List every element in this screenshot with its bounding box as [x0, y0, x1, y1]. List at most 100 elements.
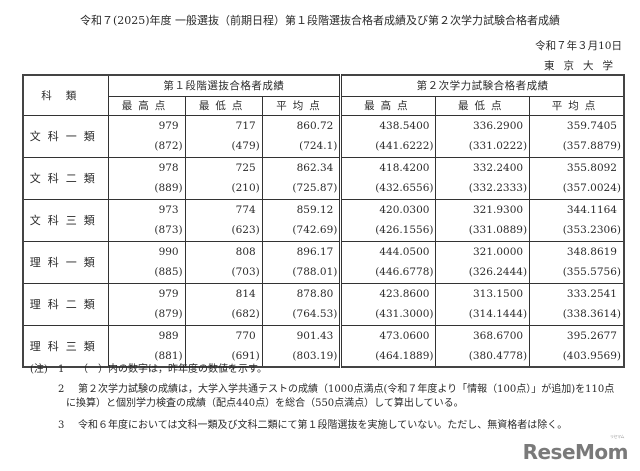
previous-value-cell: (872)	[107, 136, 186, 158]
table-row: 理科三類 989 770 901.43 473.0600 368.6700 39…	[22, 324, 625, 368]
footnote-text: 第２次学力試験の成績は，大学入学共通テストの成績（1000点満点(令和７年度より…	[66, 383, 615, 411]
previous-value-cell: (623)	[184, 220, 263, 242]
value-cell: 368.6700	[435, 324, 531, 346]
footnote-text: 令和６年度においては文科一類及び文科二類にて第１段階選抜を実施していない。ただし…	[78, 420, 568, 431]
value-cell: 321.9300	[435, 198, 531, 220]
document-date: 令和７年３月10日	[535, 40, 622, 52]
previous-value-cell: (338.3614)	[529, 304, 625, 326]
subject-column-header: 科類	[22, 74, 109, 116]
table-row: 文科一類 979 717 860.72 438.5400 336.2900 35…	[22, 114, 625, 158]
table-row-previous: (885) (703) (788.01) (446.6778) (326.244…	[23, 262, 625, 284]
value-cell: 313.1500	[435, 282, 531, 304]
previous-value-cell: (314.1444)	[435, 304, 531, 326]
value-cell: 862.34	[261, 156, 342, 178]
previous-value-cell: (885)	[107, 262, 186, 284]
value-cell: 423.8600	[339, 282, 437, 304]
subject-cell: 理科一類	[22, 240, 109, 284]
logo-kana: リセマム	[610, 434, 625, 439]
value-cell: 859.12	[261, 198, 342, 220]
col-header-max-2: 最高点	[339, 95, 437, 116]
previous-value-cell: (331.0889)	[435, 220, 531, 242]
table-row-previous: (889) (210) (725.87) (432.6556) (332.233…	[23, 178, 625, 200]
table-row-previous: (873) (623) (742.69) (426.1556) (331.088…	[23, 220, 625, 242]
value-cell: 896.17	[261, 240, 342, 262]
value-cell: 901.43	[261, 324, 342, 346]
table-row: 文科三類 973 774 859.12 420.0300 321.9300 34…	[22, 198, 625, 242]
value-cell: 332.2400	[435, 156, 531, 178]
previous-value-cell: (889)	[107, 178, 186, 200]
value-cell: 418.4200	[339, 156, 437, 178]
value-cell: 989	[107, 324, 186, 346]
value-cell: 808	[184, 240, 263, 262]
previous-value-cell: (725.87)	[261, 178, 342, 200]
table-row-previous: (881) (691) (803.19) (464.1889) (380.477…	[23, 346, 625, 368]
previous-value-cell: (682)	[184, 304, 263, 326]
previous-value-cell: (691)	[184, 346, 263, 368]
previous-value-cell: (403.9569)	[529, 346, 625, 368]
value-cell: 344.1164	[529, 198, 625, 220]
value-cell: 420.0300	[339, 198, 437, 220]
footnote-3: 3 令和６年度においては文科一類及び文科二類にて第１段階選抜を実施していない。た…	[30, 419, 630, 433]
previous-value-cell: (441.6222)	[339, 136, 437, 158]
previous-value-cell: (431.3000)	[339, 304, 437, 326]
previous-value-cell: (210)	[184, 178, 263, 200]
value-cell: 473.0600	[339, 324, 437, 346]
previous-value-cell: (724.1)	[261, 136, 342, 158]
second-stage-group-header: 第２次学力試験合格者成績	[339, 74, 625, 97]
previous-value-cell: (326.2444)	[435, 262, 531, 284]
footnote-text-line2: に換算）と個別学力検査の成績（配点440点）を総合（550点満点）して算出してい…	[66, 398, 464, 409]
previous-value-cell: (357.0024)	[529, 178, 625, 200]
value-cell: 717	[184, 114, 263, 136]
table-row: 文科二類 978 725 862.34 418.4200 332.2400 35…	[22, 156, 625, 200]
previous-value-cell: (355.5756)	[529, 262, 625, 284]
previous-value-cell: (742.69)	[261, 220, 342, 242]
previous-value-cell: (353.2306)	[529, 220, 625, 242]
document-title: 令和７(2025)年度 一般選抜（前期日程）第１段階選抜合格者成績及び第２次学力…	[79, 14, 561, 27]
value-cell: 973	[107, 198, 186, 220]
footnote-2: 2 第２次学力試験の成績は，大学入学共通テストの成績（1000点満点(令和７年度…	[30, 383, 630, 411]
previous-value-cell: (432.6556)	[339, 178, 437, 200]
previous-value-cell: (357.8879)	[529, 136, 625, 158]
previous-value-cell: (446.6778)	[339, 262, 437, 284]
subject-cell: 理科三類	[22, 324, 109, 368]
previous-value-cell: (464.1889)	[339, 346, 437, 368]
value-cell: 979	[107, 282, 186, 304]
footnotes: (注) 1 （ ）内の数字は，昨年度の数値を示す。 2 第２次学力試験の成績は，…	[30, 363, 630, 433]
table-row-previous: (872) (479) (724.1) (441.6222) (331.0222…	[23, 136, 625, 158]
value-cell: 333.2541	[529, 282, 625, 304]
previous-value-cell: (703)	[184, 262, 263, 284]
subject-cell: 文科三類	[22, 198, 109, 242]
footnote-text: （ ）内の数字は，昨年度の数値を示す。	[78, 364, 267, 375]
previous-value-cell: (788.01)	[261, 262, 342, 284]
footnote-number: 3	[58, 420, 65, 431]
previous-value-cell: (479)	[184, 136, 263, 158]
previous-value-cell: (332.2333)	[435, 178, 531, 200]
table-row: 理科一類 990 808 896.17 444.0500 321.0000 34…	[22, 240, 625, 284]
col-header-avg-2: 平均点	[529, 95, 625, 116]
footnote-marker: (注)	[30, 364, 48, 375]
value-cell: 814	[184, 282, 263, 304]
subject-cell: 理科二類	[22, 282, 109, 326]
scores-table: 科類 第１段階選抜合格者成績 第２次学力試験合格者成績 最高点 最低点 平均点 …	[22, 74, 625, 368]
footnote-number: 2	[58, 384, 65, 395]
previous-value-cell: (331.0222)	[435, 136, 531, 158]
previous-value-cell: (426.1556)	[339, 220, 437, 242]
col-header-min-1: 最低点	[184, 95, 263, 116]
value-cell: 359.7405	[529, 114, 625, 136]
footnote-number: 1	[58, 364, 65, 375]
resemom-logo: リセマム ReseMom	[522, 434, 629, 464]
col-header-max-1: 最高点	[107, 95, 186, 116]
table-row: 理科二類 979 814 878.80 423.8600 313.1500 33…	[22, 282, 625, 326]
previous-value-cell: (764.53)	[261, 304, 342, 326]
value-cell: 336.2900	[435, 114, 531, 136]
footnote-text-line1: 第２次学力試験の成績は，大学入学共通テストの成績（1000点満点(令和７年度より…	[78, 384, 615, 395]
previous-value-cell: (881)	[107, 346, 186, 368]
logo-text: ReseMom	[522, 440, 629, 464]
first-stage-group-header: 第１段階選抜合格者成績	[107, 74, 342, 97]
subject-cell: 文科二類	[22, 156, 109, 200]
previous-value-cell: (873)	[107, 220, 186, 242]
col-header-min-2: 最低点	[435, 95, 531, 116]
value-cell: 979	[107, 114, 186, 136]
subject-cell: 文科一類	[22, 114, 109, 158]
table-row-previous: (879) (682) (764.53) (431.3000) (314.144…	[23, 304, 625, 326]
